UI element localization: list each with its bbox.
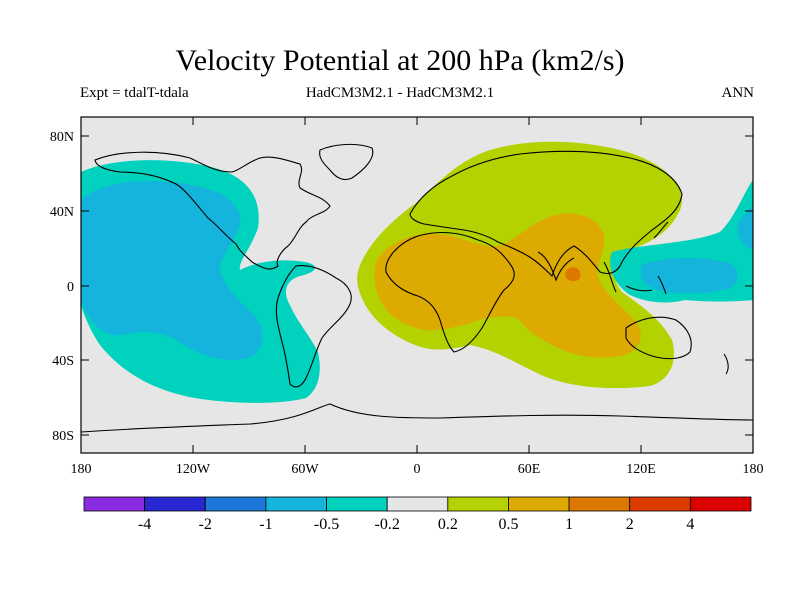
experiment-label: Expt = tdalT-tdala (80, 85, 189, 101)
lat-label-40n: 40N (50, 205, 74, 220)
coastline-japan (653, 221, 669, 239)
coastline-north-america (94, 151, 331, 270)
model-label: HadCM3M2.1 - HadCM3M2.1 (305, 85, 495, 101)
lon-label-0: 0 (414, 462, 421, 477)
season-label: ANN (721, 85, 755, 101)
coastline-antarctica (81, 403, 753, 433)
coastline-eurasia (409, 150, 683, 278)
coastline-africa (385, 231, 515, 353)
lon-label-120w: 120W (176, 462, 211, 477)
contour-negative-strong-dateline (737, 206, 753, 250)
colorbar-swatch-5 (386, 496, 449, 512)
colorbar-label-7: 1 (565, 516, 573, 533)
colorbar-swatch-1 (144, 496, 206, 512)
colorbar-label-9: 4 (686, 516, 694, 533)
coastline-southeast-asia (603, 261, 667, 295)
contour-negative-strong-westpacific (640, 257, 738, 294)
colorbar-swatch-6 (447, 496, 509, 512)
colorbar-swatch-8 (568, 496, 631, 512)
coastlines (81, 143, 753, 433)
lat-label-80n: 80N (50, 130, 74, 145)
colorbar-swatch-4 (326, 496, 388, 512)
colorbar-label-8: 2 (626, 516, 634, 533)
lat-label-40s: 40S (52, 354, 74, 369)
lon-label-60w: 60W (291, 462, 319, 477)
coastline-new-zealand (723, 353, 729, 375)
coastline-indian-subcontinent (537, 251, 575, 282)
lon-label-180w: 180 (71, 462, 92, 477)
lat-label-0: 0 (67, 280, 74, 295)
contour-positive-strong-spot (565, 267, 581, 282)
lat-label-80s: 80S (52, 429, 74, 444)
longitude-axis: 180 120W 60W 0 60E 120E 180 (71, 117, 764, 477)
coastline-australia (625, 316, 692, 360)
colorbar-swatch-3 (265, 496, 327, 512)
map-title: Velocity Potential at 200 hPa (km2/s) (175, 44, 625, 77)
colorbar-label-2: -1 (259, 516, 272, 533)
contour-fills (81, 141, 753, 403)
latitude-axis: 80N 40N 0 40S 80S (50, 130, 753, 444)
colorbar-label-3: -0.5 (314, 516, 339, 533)
lon-label-120e: 120E (626, 462, 656, 477)
colorbar-label-5: 0.2 (438, 516, 458, 533)
colorbar-swatch-0 (83, 496, 146, 512)
lon-label-180e: 180 (743, 462, 764, 477)
coastline-south-america (275, 265, 352, 388)
colorbar-swatch-7 (508, 496, 570, 512)
coastline-greenland (319, 143, 374, 181)
colorbar-label-1: -2 (199, 516, 212, 533)
colorbar: -4 -2 -1 -0.5 -0.2 0.2 0.5 1 2 4 (83, 496, 752, 533)
colorbar-label-6: 0.5 (498, 516, 518, 533)
colorbar-swatch-10 (689, 496, 752, 512)
colorbar-label-4: -0.2 (375, 516, 400, 533)
colorbar-swatch-2 (204, 496, 267, 512)
lon-label-60e: 60E (518, 462, 541, 477)
colorbar-label-0: -4 (138, 516, 151, 533)
colorbar-swatch-9 (629, 496, 691, 512)
